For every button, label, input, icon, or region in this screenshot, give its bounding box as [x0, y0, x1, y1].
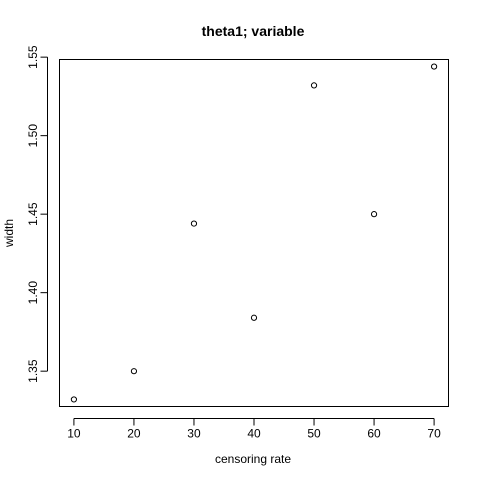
y-tick-label: 1.55 — [26, 45, 40, 69]
data-point — [70, 396, 78, 403]
data-point — [430, 63, 438, 70]
y-axis: 1.35 1.40 1.45 1.50 1.55 — [26, 45, 48, 383]
x-tick-label: 10 — [67, 427, 81, 441]
x-tick-label: 40 — [247, 427, 261, 441]
x-tick-label: 20 — [127, 427, 141, 441]
x-tick-label: 30 — [187, 427, 201, 441]
plot-area — [59, 59, 449, 407]
y-tick-label: 1.35 — [26, 359, 40, 383]
data-point — [250, 314, 258, 321]
data-points — [70, 63, 438, 403]
y-tick-label: 1.45 — [26, 202, 40, 226]
y-tick-label: 1.50 — [26, 124, 40, 148]
data-point — [370, 211, 378, 218]
data-point — [130, 368, 138, 375]
data-point — [190, 220, 198, 227]
x-axis: 10 20 30 40 50 60 70 — [67, 418, 441, 441]
x-axis-label: censoring rate — [215, 452, 291, 466]
chart-title: theta1; variable — [202, 23, 305, 39]
x-tick-label: 50 — [307, 427, 321, 441]
y-tick-label: 1.40 — [26, 281, 40, 305]
x-tick-label: 70 — [427, 427, 441, 441]
x-tick-label: 60 — [367, 427, 381, 441]
data-point — [310, 82, 318, 89]
y-axis-label: width — [2, 219, 16, 248]
